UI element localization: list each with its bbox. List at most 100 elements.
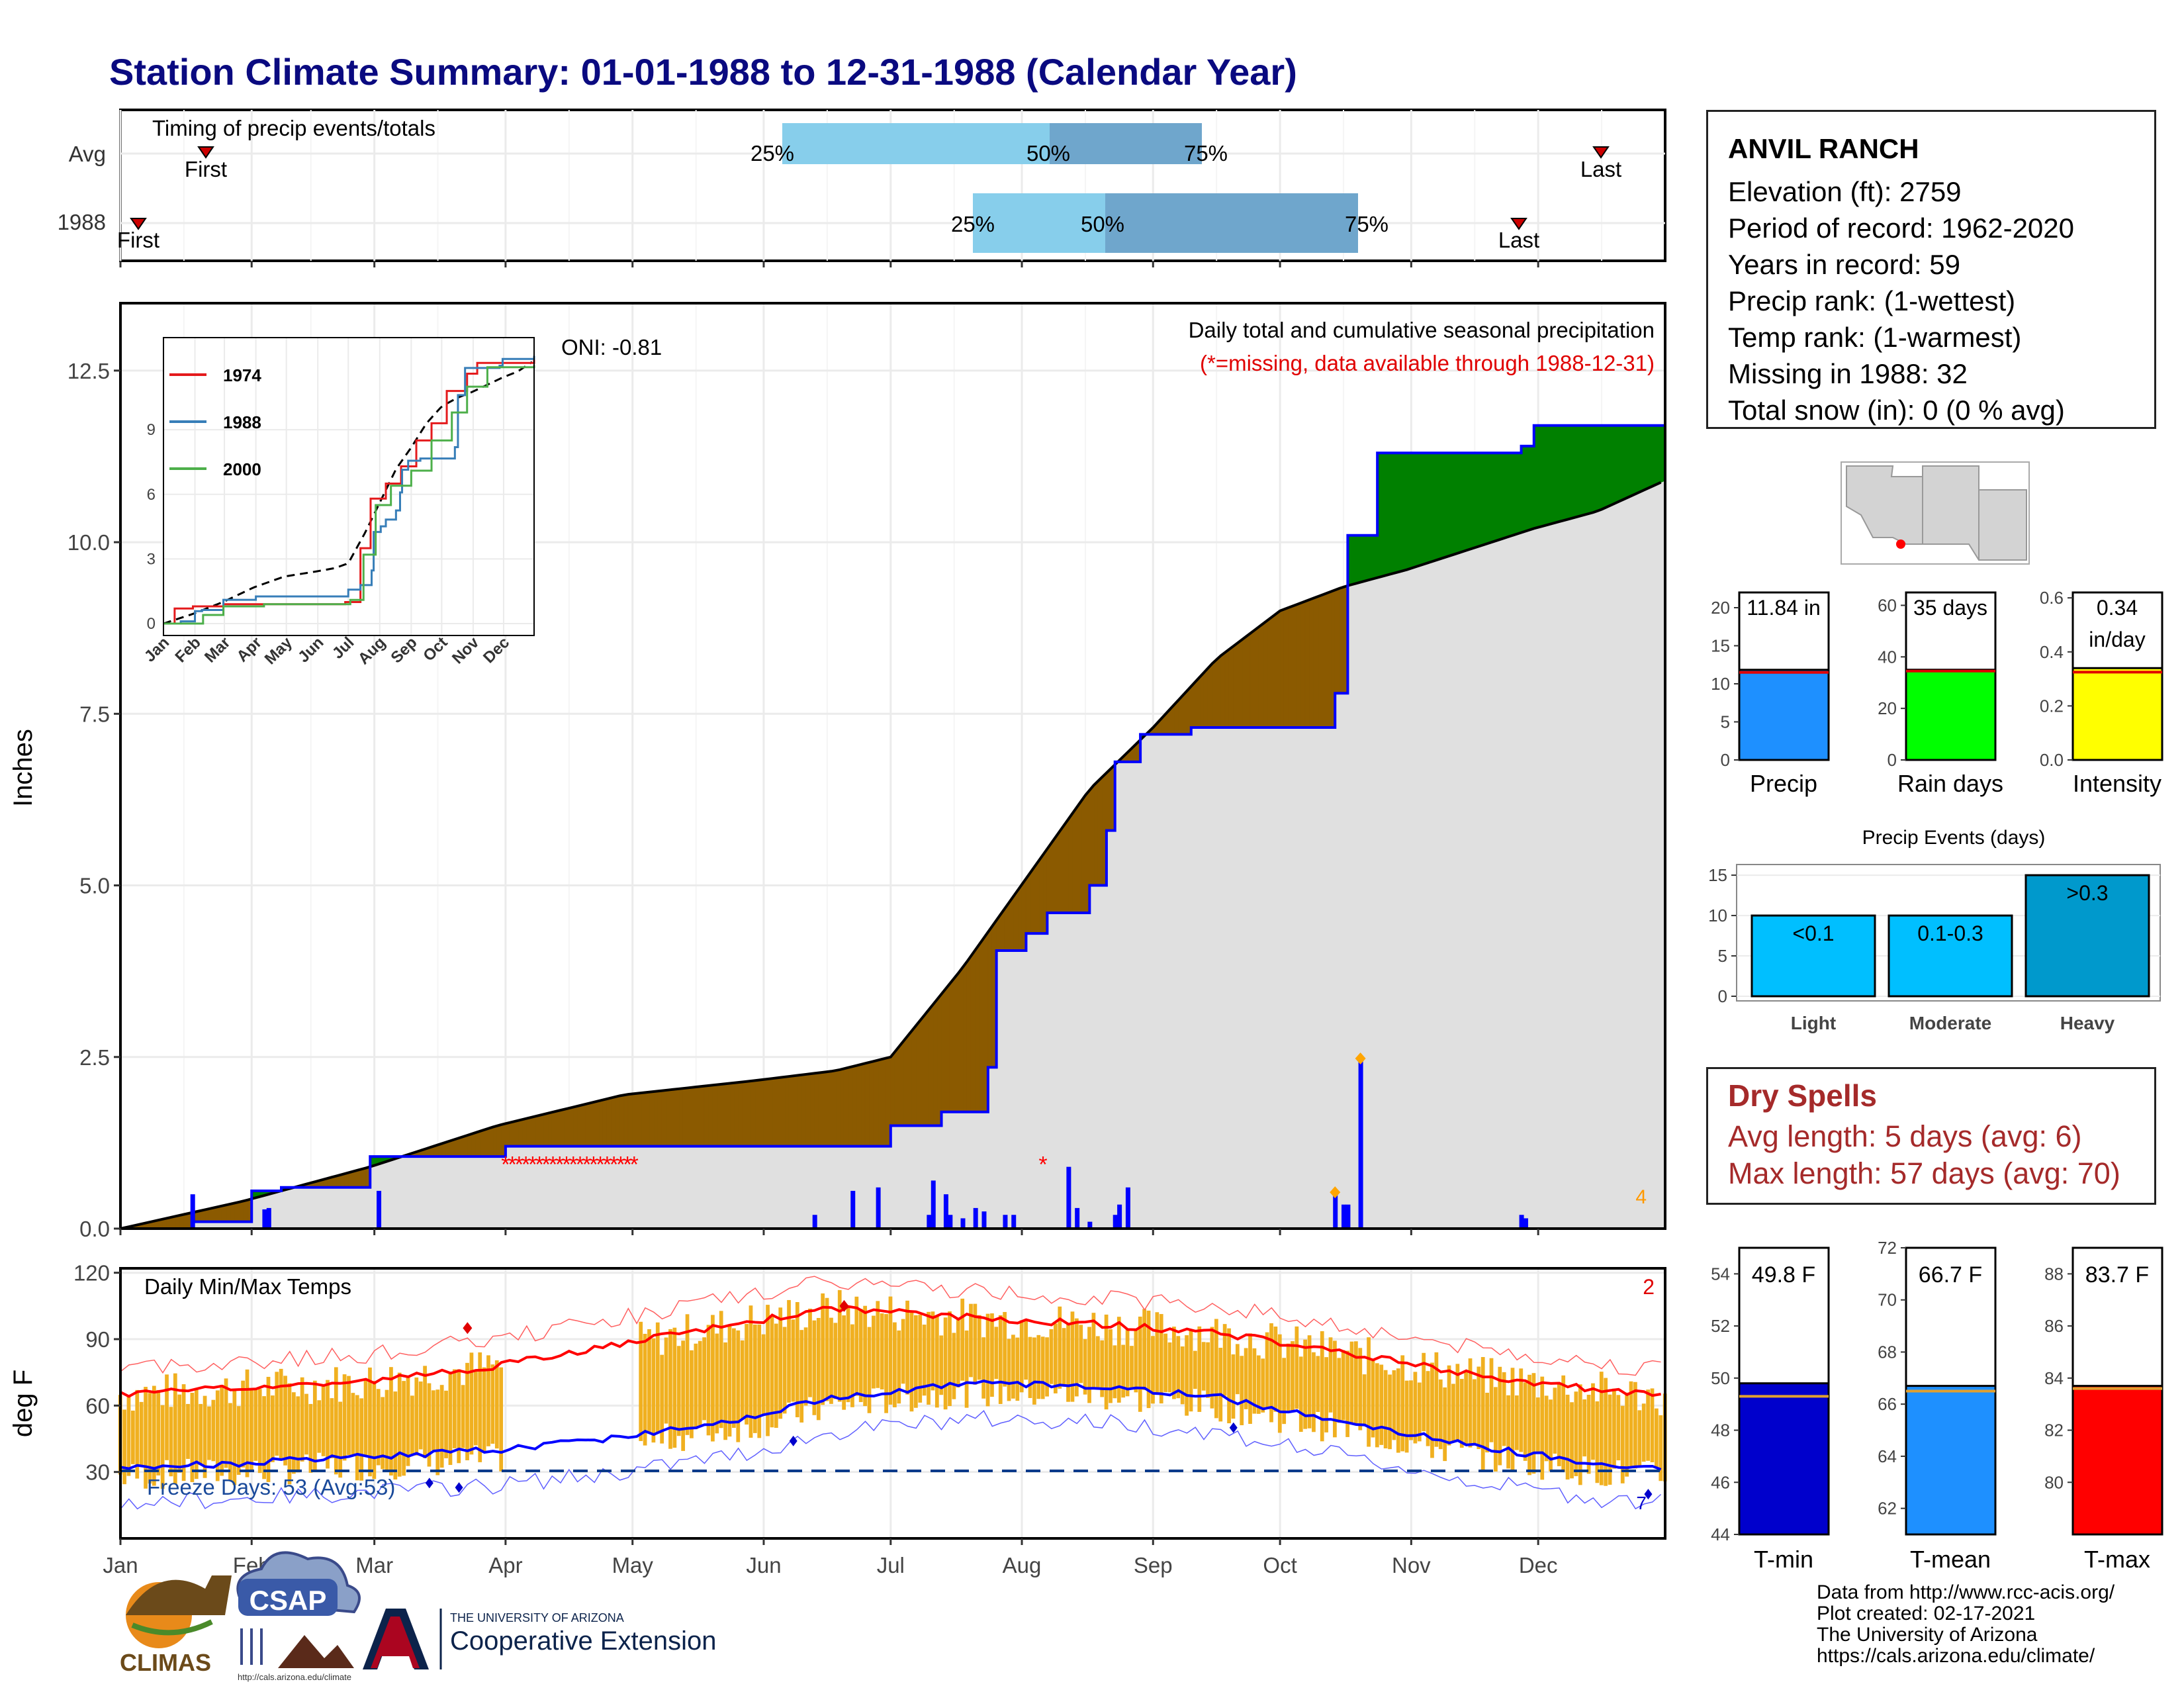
above-avg-area — [1652, 425, 1657, 487]
below-avg-area — [767, 1078, 773, 1147]
missing-marker: * — [616, 1152, 625, 1177]
above-avg-area — [1626, 425, 1632, 498]
daily-precip-bar — [1011, 1215, 1017, 1229]
record-high-marker — [463, 1322, 473, 1335]
credits-url: https://cals.arizona.edu/climate/ — [1817, 1645, 2095, 1667]
temp-box-chart: 44 46 48 50 52 54 49.8 F T-min — [1711, 1246, 1830, 1573]
daily-temp-bar — [770, 1317, 774, 1428]
daily-temp-bar — [1570, 1402, 1574, 1479]
below-avg-area — [1051, 835, 1056, 914]
credits-plot-created: Plot created: 02-17-2021 — [1817, 1603, 2036, 1624]
below-avg-area — [606, 1097, 612, 1147]
ua-logo: THE UNIVERSITY OF ARIZONA Cooperative Ex… — [363, 1609, 716, 1669]
below-avg-area — [818, 1072, 823, 1147]
mini-bar-label: Intensity — [2073, 770, 2161, 797]
daily-temp-bar — [351, 1393, 355, 1456]
above-avg-area — [1444, 452, 1450, 558]
below-avg-area — [759, 1079, 764, 1147]
month-label: Oct — [1263, 1553, 1297, 1577]
below-avg-area — [822, 1071, 828, 1147]
above-avg-area — [1529, 445, 1535, 531]
below-avg-area — [213, 1206, 218, 1223]
below-avg-area — [797, 1074, 803, 1147]
below-avg-area — [623, 1094, 629, 1147]
daily-temp-bar — [752, 1324, 757, 1433]
daily-temp-bar — [715, 1333, 719, 1434]
daily-precip-bar — [1358, 1060, 1363, 1229]
temp-box-tick-label: 64 — [1878, 1446, 1897, 1466]
daily-temp-bar — [490, 1364, 495, 1444]
below-avg-area — [598, 1099, 604, 1147]
events-tick-label: 15 — [1708, 865, 1727, 885]
mini-bar-tick-label: 0.4 — [2040, 642, 2064, 662]
temp-box-tick-label: 84 — [2044, 1368, 2064, 1388]
avg-first-marker-icon — [197, 146, 214, 159]
daily-temp-bar — [1040, 1336, 1045, 1399]
month-label: Jul — [877, 1553, 905, 1577]
daily-temp-bar — [1625, 1392, 1629, 1477]
daily-temp-bar — [486, 1355, 490, 1446]
daily-temp-bar — [1087, 1327, 1091, 1403]
mini-bar-tick-label: 0 — [1888, 750, 1897, 770]
below-avg-area — [357, 1168, 362, 1188]
temp-box-chart: 62 64 66 68 70 72 66.7 F T-mean — [1878, 1238, 1997, 1573]
temp-box-value — [1905, 1385, 1997, 1536]
temp-box-tick-label: 52 — [1711, 1316, 1730, 1336]
above-avg-area — [1440, 452, 1445, 559]
daily-temp-bar — [1235, 1344, 1240, 1395]
daily-temp-bar — [1227, 1328, 1231, 1424]
daily-temp-bar — [1655, 1408, 1659, 1468]
year-first-label: First — [117, 228, 159, 252]
temp-box-tick-label: 86 — [2044, 1316, 2064, 1336]
daily-temp-bar — [664, 1337, 668, 1424]
below-avg-area — [1199, 671, 1205, 728]
below-avg-area — [1237, 639, 1243, 728]
below-avg-area — [936, 993, 942, 1126]
missing-marker: * — [501, 1152, 510, 1177]
events-bar — [1888, 914, 2013, 998]
below-avg-area — [1013, 889, 1019, 951]
below-avg-area — [1025, 871, 1031, 934]
below-avg-area — [526, 1117, 531, 1147]
temp-box-value — [1738, 1382, 1830, 1536]
daily-temp-bar — [1083, 1338, 1087, 1395]
daily-temp-bar — [872, 1315, 876, 1389]
below-avg-area — [539, 1113, 544, 1147]
daily-temp-bar — [1134, 1329, 1138, 1393]
daily-precip-bar — [1117, 1204, 1122, 1229]
daily-precip-bar — [812, 1215, 817, 1229]
inset-ytick-label: 0 — [147, 615, 156, 633]
temp-ytick-label: 60 — [85, 1393, 110, 1418]
missing-note: (*=missing, data available through 1988-… — [1200, 351, 1655, 375]
below-avg-area — [569, 1106, 574, 1147]
avg-q25-label: 25% — [751, 141, 794, 165]
daily-temp-bar — [1565, 1394, 1570, 1480]
daily-temp-bar — [439, 1385, 444, 1468]
daily-temp-bar — [897, 1330, 901, 1404]
daily-temp-bar — [1121, 1344, 1126, 1398]
below-avg-area — [619, 1094, 625, 1147]
daily-temp-bar — [1269, 1323, 1273, 1423]
above-avg-area — [1474, 452, 1480, 549]
daily-temp-bar — [1451, 1383, 1455, 1442]
daily-temp-bar — [469, 1352, 474, 1455]
daily-temp-bar — [402, 1381, 406, 1476]
mini-bar-tick-label: 60 — [1878, 595, 1897, 615]
below-avg-area — [674, 1088, 680, 1147]
daily-temp-bar — [190, 1393, 195, 1482]
avg-q75-label: 75% — [1184, 141, 1228, 165]
record-low-marker — [1229, 1422, 1238, 1433]
above-avg-area — [1592, 425, 1598, 513]
daily-temp-bar — [943, 1317, 948, 1410]
daily-temp-bar — [165, 1374, 169, 1460]
above-avg-area — [1351, 535, 1357, 585]
below-avg-area — [564, 1107, 570, 1147]
above-avg-area — [1584, 425, 1590, 516]
above-avg-area — [1470, 452, 1475, 550]
daily-temp-bar — [850, 1324, 854, 1407]
year-last-marker-icon — [1510, 218, 1527, 230]
year-quartile-50-75 — [1105, 193, 1358, 253]
daily-temp-bar — [1468, 1358, 1473, 1448]
events-title: Precip Events (days) — [1862, 827, 2046, 849]
daily-precip-bar — [1003, 1215, 1008, 1229]
